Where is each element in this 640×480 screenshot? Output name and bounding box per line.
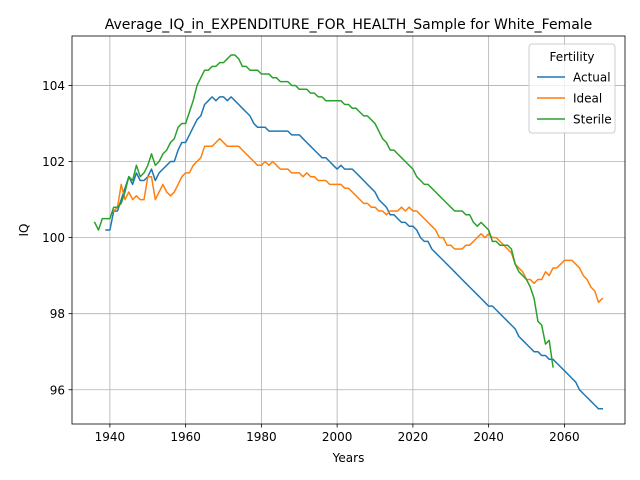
y-tick-label: 102 — [42, 155, 65, 169]
x-tick-label: 1960 — [170, 430, 201, 444]
x-tick-label: 2020 — [398, 430, 429, 444]
legend-title: Fertility — [549, 50, 594, 64]
chart-title: Average_IQ_in_EXPENDITURE_FOR_HEALTH_Sam… — [105, 17, 593, 33]
legend-label-ideal: Ideal — [573, 92, 602, 106]
legend-label-sterile: Sterile — [573, 113, 612, 127]
grid — [72, 36, 625, 424]
legend: Fertility Actual Ideal Sterile — [528, 43, 616, 134]
y-tick-label: 98 — [50, 307, 65, 321]
plot-frame — [71, 35, 626, 425]
y-tick-label: 96 — [50, 383, 65, 397]
legend-box — [528, 43, 616, 134]
series-line-ideal — [112, 137, 604, 304]
series-lines — [93, 54, 604, 410]
series-line-sterile — [93, 54, 554, 368]
x-tick-label: 2040 — [473, 430, 504, 444]
y-axis-label: IQ — [17, 224, 31, 237]
x-tick-label: 1980 — [246, 430, 277, 444]
x-axis-label: Years — [332, 451, 365, 465]
legend-label-actual: Actual — [573, 71, 611, 85]
x-tick-label: 2000 — [322, 430, 353, 444]
axis-ticks: 1940 1960 1980 2000 2020 2040 2060 96 98 100 102 10… — [42, 79, 580, 444]
x-tick-label: 1940 — [95, 430, 126, 444]
x-tick-label: 2060 — [549, 430, 580, 444]
y-tick-label: 100 — [42, 231, 65, 245]
legend-entries: Actual Ideal Sterile — [537, 71, 612, 127]
y-tick-label: 104 — [42, 79, 65, 93]
series-line-actual — [105, 96, 604, 410]
